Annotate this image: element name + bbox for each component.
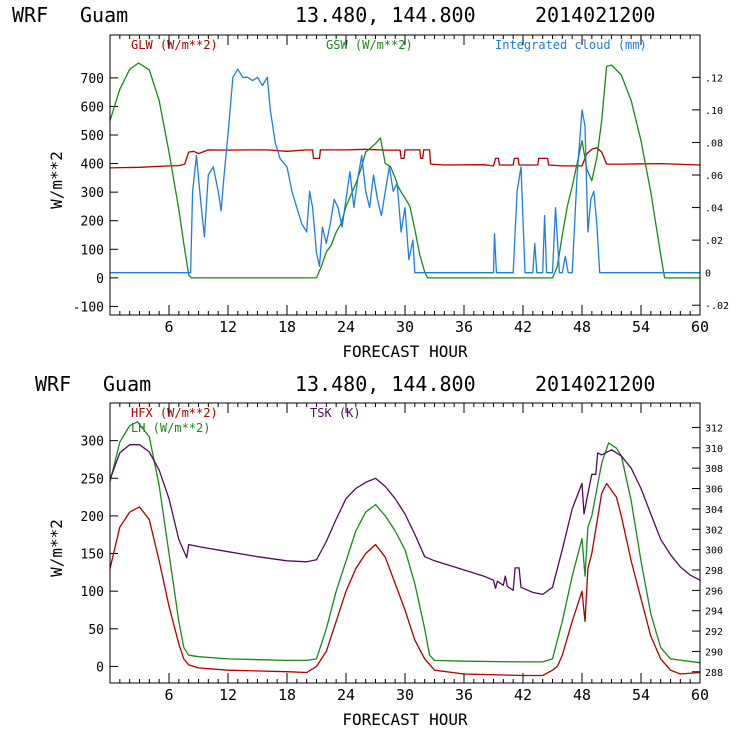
chart2-x-tick-label: 6 — [164, 686, 173, 704]
chart1-x-tick-label: 30 — [396, 318, 414, 336]
chart1-y-tick-label: -100 — [73, 300, 104, 315]
chart2-y2-tick-label: 302 — [705, 525, 723, 536]
chart2-legend-lh: LH (W/m**2) — [131, 421, 210, 435]
chart2-coords-label: 13.480, 144.800 — [295, 372, 476, 396]
chart1-x-tick-label: 36 — [455, 318, 473, 336]
chart2-legend-hfx: HFX (W/m**2) — [131, 406, 218, 420]
chart2-y2-tick-label: 300 — [705, 546, 723, 557]
chart2-series-hfx-line — [109, 482, 701, 677]
chart1-y2-tick-label: .06 — [705, 171, 723, 182]
chart1-y-tick-label: 300 — [81, 186, 104, 201]
chart2-y2-tick-label: 296 — [705, 586, 723, 597]
chart2-x-tick-label: 42 — [514, 686, 532, 704]
chart1-x-tick-label: 18 — [278, 318, 296, 336]
chart2-x-tick-label: 48 — [573, 686, 591, 704]
chart1-coords-label: 13.480, 144.800 — [295, 3, 476, 27]
radiation-chart-panel: WRF Guam 13.480, 144.800 2014021200 FORE… — [12, 3, 729, 361]
chart1-legend-cloud: Integrated cloud (mm) — [495, 38, 647, 52]
chart2-x-tick-label: 36 — [455, 686, 473, 704]
chart1-x-axis-label: FORECAST HOUR — [342, 342, 468, 361]
chart1-x-tick-label: 60 — [691, 318, 709, 336]
chart1-model-label: WRF — [12, 3, 48, 27]
chart1-y-tick-label: 100 — [81, 243, 104, 258]
chart2-y2-tick-label: 292 — [705, 627, 723, 638]
chart1-y2-tick-label: .08 — [705, 138, 723, 149]
chart2-y-tick-label: 200 — [81, 510, 104, 525]
chart2-series-tsk-line — [109, 444, 701, 596]
chart2-y-tick-label: 300 — [81, 435, 104, 450]
chart2-run-label: 2014021200 — [535, 372, 655, 396]
chart2-series-lh-line — [109, 421, 701, 664]
chart2-y-tick-label: 250 — [81, 472, 104, 487]
chart2-y-axis-label: W/m**2 — [47, 519, 66, 577]
chart2-location-label: Guam — [103, 372, 151, 396]
chart2-x-tick-label: 12 — [219, 686, 237, 704]
chart2-y2-tick-label: 308 — [705, 464, 723, 475]
chart2-y2-tick-label: 306 — [705, 485, 723, 496]
chart1-y-tick-label: 700 — [81, 72, 104, 87]
chart2-x-axis-label: FORECAST HOUR — [342, 710, 468, 729]
chart2-x-tick-label: 60 — [691, 686, 709, 704]
chart1-y2-tick-label: .12 — [705, 73, 723, 84]
chart2-y2-tick-label: 290 — [705, 647, 723, 658]
chart1-series-glw-line — [109, 147, 701, 169]
chart1-y2-tick-label: .02 — [705, 236, 723, 247]
chart2-y2-tick-label: 310 — [705, 444, 723, 455]
chart2-x-tick-label: 18 — [278, 686, 296, 704]
chart1-y2-tick-label: .10 — [705, 106, 723, 117]
chart2-y-tick-label: 50 — [88, 623, 104, 638]
chart1-y2-tick-label: -.02 — [705, 301, 729, 312]
chart1-run-label: 2014021200 — [535, 3, 655, 27]
chart1-y2-tick-label: .04 — [705, 204, 723, 215]
chart2-y2-tick-label: 294 — [705, 607, 723, 618]
flux-chart-panel: WRF Guam 13.480, 144.800 2014021200 FORE… — [35, 372, 723, 729]
chart1-x-tick-label: 54 — [632, 318, 650, 336]
chart2-y2-tick-label: 304 — [705, 505, 723, 516]
chart2-y-tick-label: 100 — [81, 585, 104, 600]
chart1-x-tick-label: 42 — [514, 318, 532, 336]
chart1-y-tick-label: 600 — [81, 100, 104, 115]
chart1-y-tick-label: 500 — [81, 129, 104, 144]
chart2-model-label: WRF — [35, 372, 71, 396]
chart1-plot-frame — [109, 34, 701, 316]
chart1-x-tick-label: 6 — [164, 318, 173, 336]
chart1-x-tick-label: 12 — [219, 318, 237, 336]
chart2-plot-frame — [109, 402, 701, 684]
chart2-y2-tick-label: 312 — [705, 423, 723, 434]
chart1-legend-glw: GLW (W/m**2) — [131, 38, 218, 52]
chart1-x-tick-label: 48 — [573, 318, 591, 336]
chart1-x-tick-label: 24 — [337, 318, 355, 336]
chart1-legend-gsw: GSW (W/m**2) — [326, 38, 413, 52]
chart2-x-tick-label: 30 — [396, 686, 414, 704]
chart1-series-gsw-line — [109, 62, 700, 279]
chart2-y-tick-label: 150 — [81, 548, 104, 563]
chart2-y2-tick-label: 298 — [705, 566, 723, 577]
chart2-y-tick-label: 0 — [96, 660, 104, 675]
chart2-y2-tick-label: 288 — [705, 668, 723, 679]
chart2-legend-tsk: TSK (K) — [310, 406, 361, 420]
chart2-x-tick-label: 24 — [337, 686, 355, 704]
chart1-series-integrated-line — [110, 68, 700, 274]
chart1-y-axis-label: W/m**2 — [47, 151, 66, 209]
chart1-location-label: Guam — [80, 3, 128, 27]
chart2-x-tick-label: 54 — [632, 686, 650, 704]
chart1-y2-tick-label: 0 — [705, 269, 711, 280]
chart1-y-tick-label: 200 — [81, 215, 104, 230]
chart1-y-tick-label: 0 — [96, 272, 104, 287]
chart1-y-tick-label: 400 — [81, 158, 104, 173]
